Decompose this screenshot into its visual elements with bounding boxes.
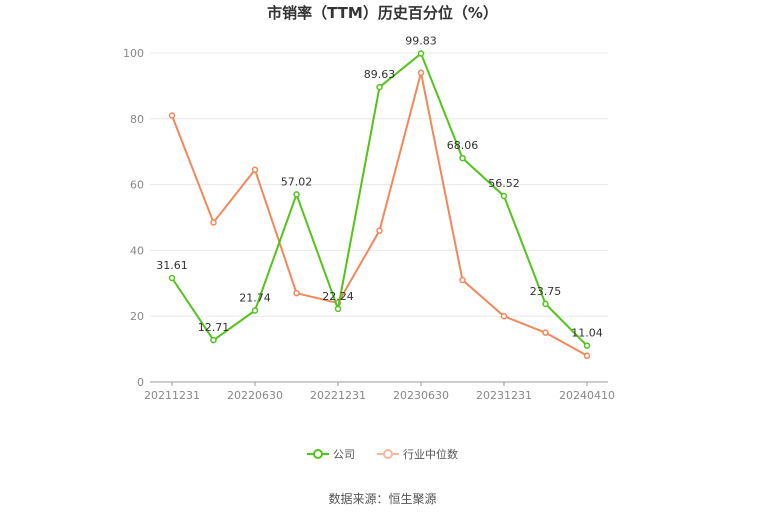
data-label: 56.52 (488, 177, 520, 190)
data-point (251, 307, 259, 314)
data-labels: 31.61 12.71 21.74 57.02 22.24 89.63 99.83 68.06… (156, 35, 603, 340)
data-point (251, 166, 259, 174)
data-point (542, 329, 549, 336)
data-label: 11.04 (571, 327, 603, 340)
data-point (583, 352, 591, 359)
chart-title: 市销率（TTM）历史百分位（%） (267, 4, 498, 22)
x-tick-label: 20230630 (393, 389, 449, 402)
data-point (459, 154, 466, 162)
data-point (168, 274, 176, 282)
x-tick-label: 20220630 (227, 389, 283, 402)
data-point (583, 342, 591, 349)
data-label: 22.24 (322, 290, 354, 303)
series (168, 50, 591, 359)
data-point (210, 336, 217, 344)
data-label: 23.75 (530, 285, 562, 298)
data-point (500, 192, 508, 200)
data-point (417, 50, 425, 57)
source-note: 数据来源：恒生聚源 (328, 492, 437, 506)
data-point (542, 300, 549, 308)
data-point (417, 69, 425, 76)
data-label: 89.63 (364, 68, 396, 81)
data-point (334, 305, 342, 313)
series-line-0 (171, 52, 588, 347)
data-point (293, 191, 300, 198)
x-tick-label: 20240410 (559, 389, 615, 402)
y-tick-label: 20 (130, 310, 144, 323)
data-point (376, 83, 383, 91)
y-tick-label: 100 (123, 47, 144, 60)
data-label: 68.06 (447, 139, 479, 152)
data-point (459, 276, 466, 284)
data-label: 12.71 (198, 321, 230, 334)
legend-label-company: 公司 (333, 448, 355, 461)
legend-item-industry[interactable]: 行业中位数 (377, 446, 458, 462)
legend-industry-line-icon (377, 449, 399, 459)
data-label: 21.74 (239, 291, 271, 304)
data-label: 57.02 (281, 175, 313, 188)
y-tick-label: 60 (130, 179, 144, 192)
legend-company-line-icon (307, 449, 329, 459)
x-tick-label: 20211231 (144, 389, 200, 402)
x-tick-label: 20231231 (476, 389, 532, 402)
data-point (376, 227, 383, 234)
data-point (293, 289, 300, 297)
legend: 公司 行业中位数 (0, 446, 765, 462)
axes: 0 20 40 60 80 100 20211231 20220630 20221231 2023… (123, 47, 615, 402)
grid-lines (150, 52, 608, 317)
legend-label-industry: 行业中位数 (403, 448, 458, 461)
data-point (210, 219, 217, 226)
legend-item-company[interactable]: 公司 (307, 446, 355, 462)
data-point (500, 312, 508, 320)
series-line-1 (171, 71, 588, 357)
data-point (168, 112, 176, 119)
x-tick-label: 20221231 (310, 389, 366, 402)
data-label: 31.61 (156, 259, 188, 272)
data-label: 99.83 (405, 35, 437, 48)
y-tick-label: 0 (137, 376, 144, 389)
y-tick-label: 80 (130, 113, 144, 126)
y-tick-label: 40 (130, 244, 144, 257)
